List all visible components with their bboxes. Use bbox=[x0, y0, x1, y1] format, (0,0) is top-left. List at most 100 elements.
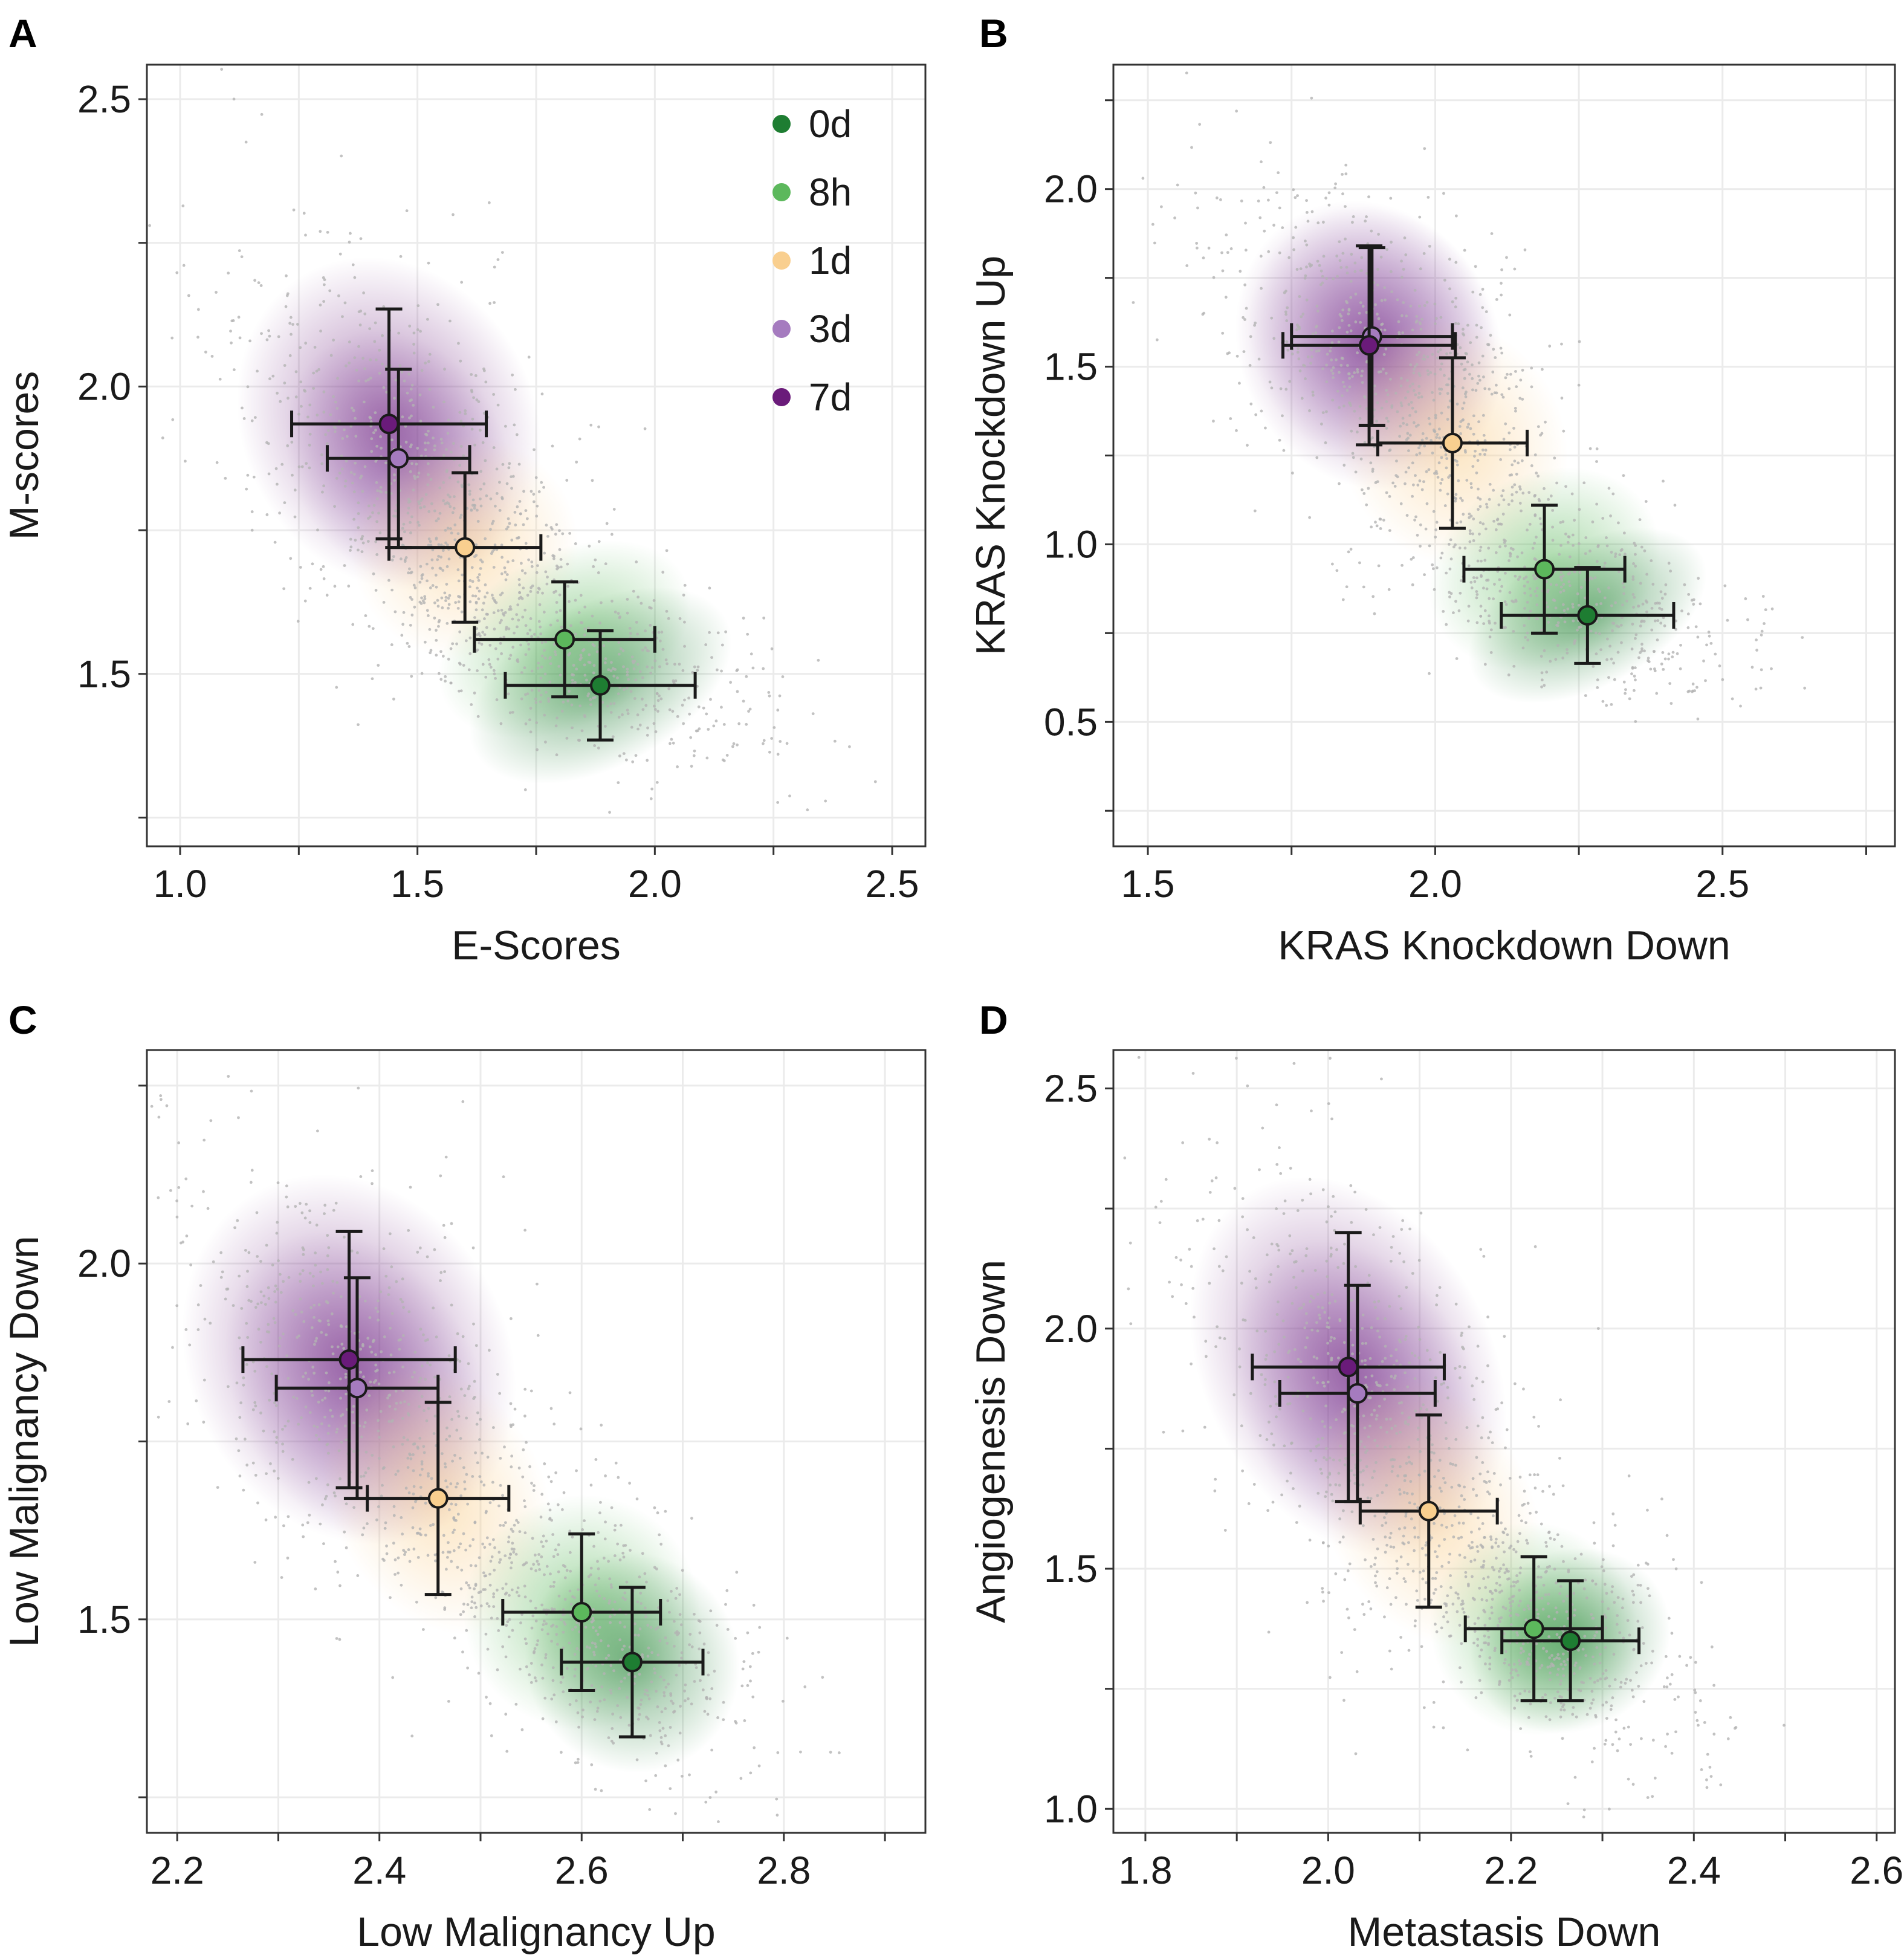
cell-point bbox=[1581, 1647, 1585, 1651]
cell-point bbox=[380, 1494, 383, 1498]
cell-point bbox=[1341, 173, 1344, 176]
cell-point bbox=[349, 471, 353, 474]
cell-point bbox=[1330, 341, 1334, 345]
cell-point bbox=[1405, 314, 1408, 318]
cell-point bbox=[1508, 1609, 1512, 1612]
cell-point bbox=[621, 713, 624, 716]
cell-point bbox=[1438, 436, 1441, 439]
cell-point bbox=[1489, 1589, 1492, 1593]
cell-point bbox=[433, 509, 436, 513]
cell-point bbox=[300, 1311, 303, 1314]
cell-point bbox=[1505, 256, 1508, 259]
cell-point bbox=[448, 476, 452, 479]
cell-point bbox=[404, 424, 407, 428]
cell-point bbox=[462, 1603, 465, 1606]
cell-point bbox=[1347, 308, 1351, 312]
cell-point bbox=[393, 610, 397, 614]
cell-point bbox=[1315, 305, 1319, 308]
cell-point bbox=[329, 1409, 332, 1412]
cell-point bbox=[720, 643, 724, 647]
cell-point bbox=[400, 1516, 403, 1519]
cell-point bbox=[778, 694, 782, 698]
cell-point bbox=[1418, 479, 1422, 482]
cell-point bbox=[474, 1606, 478, 1609]
cell-point bbox=[320, 1398, 324, 1402]
cell-point bbox=[442, 1534, 445, 1537]
cell-point bbox=[1541, 1607, 1545, 1611]
cell-point bbox=[349, 537, 352, 541]
cell-point bbox=[499, 1558, 502, 1561]
cell-point bbox=[392, 1445, 395, 1448]
cell-point bbox=[1336, 389, 1339, 393]
cell-point bbox=[1281, 414, 1284, 418]
cell-point bbox=[354, 435, 358, 438]
cell-point bbox=[424, 1378, 427, 1381]
cell-point bbox=[568, 690, 571, 693]
cell-point bbox=[157, 1196, 160, 1199]
cell-point bbox=[640, 1698, 643, 1702]
cell-point bbox=[594, 1788, 597, 1791]
cell-point bbox=[435, 653, 438, 657]
cell-point bbox=[390, 643, 393, 646]
cell-point bbox=[562, 1630, 565, 1634]
legend-item-8h: 8h bbox=[772, 170, 852, 214]
cell-point bbox=[309, 1306, 312, 1309]
cell-point bbox=[574, 1761, 577, 1765]
cell-point bbox=[257, 281, 261, 285]
cell-point bbox=[1469, 580, 1473, 584]
cell-point bbox=[604, 657, 607, 661]
cell-point bbox=[523, 1584, 526, 1588]
cell-point bbox=[1253, 323, 1257, 327]
cell-point bbox=[1404, 1474, 1408, 1477]
cell-point bbox=[474, 1583, 478, 1586]
cell-point bbox=[326, 429, 330, 432]
cell-point bbox=[451, 642, 455, 646]
cell-point bbox=[479, 497, 482, 501]
cell-point bbox=[1469, 341, 1472, 345]
cell-point bbox=[618, 1687, 621, 1690]
cell-point bbox=[530, 669, 534, 673]
cell-point bbox=[720, 669, 724, 673]
cell-point bbox=[440, 1452, 444, 1456]
cell-point bbox=[1480, 1648, 1483, 1652]
cell-point bbox=[1671, 650, 1675, 654]
cell-point bbox=[401, 1442, 404, 1446]
cell-point bbox=[735, 1571, 739, 1574]
cell-point bbox=[597, 571, 600, 574]
panel-a: A1.0 1.5 2.0 2.51.52.02.5E-ScoresM-scores0d… bbox=[1, 11, 927, 968]
cell-point bbox=[412, 331, 416, 335]
cell-point bbox=[1524, 1618, 1528, 1622]
cell-point bbox=[190, 1204, 194, 1208]
cell-point bbox=[477, 579, 481, 582]
cell-point bbox=[365, 1409, 369, 1412]
cell-point bbox=[1644, 500, 1648, 503]
cell-point bbox=[1264, 426, 1267, 430]
cell-point bbox=[706, 1713, 710, 1716]
cell-point bbox=[1595, 1646, 1599, 1649]
cell-point bbox=[1491, 1592, 1494, 1595]
cell-point bbox=[468, 652, 472, 655]
cell-point bbox=[1484, 1662, 1487, 1665]
cell-point bbox=[575, 1469, 578, 1473]
cell-point bbox=[534, 701, 538, 704]
cell-point bbox=[1594, 631, 1598, 635]
cell-point bbox=[1492, 519, 1495, 523]
cell-point bbox=[1394, 474, 1398, 477]
cell-point bbox=[510, 1454, 514, 1458]
cell-point bbox=[1485, 505, 1489, 509]
cell-point bbox=[362, 1425, 366, 1428]
cell-point bbox=[458, 410, 462, 414]
cell-point bbox=[591, 614, 594, 618]
cell-point bbox=[1375, 420, 1378, 423]
cell-point bbox=[555, 523, 559, 527]
cell-point bbox=[1397, 1338, 1401, 1342]
cell-point bbox=[1315, 349, 1318, 353]
cell-point bbox=[507, 627, 511, 631]
cell-point bbox=[1503, 1571, 1507, 1575]
cell-point bbox=[1452, 611, 1455, 615]
cell-point bbox=[1245, 306, 1248, 310]
cell-point bbox=[1618, 553, 1622, 557]
cell-point bbox=[511, 1541, 514, 1545]
cell-point bbox=[1473, 1558, 1477, 1562]
